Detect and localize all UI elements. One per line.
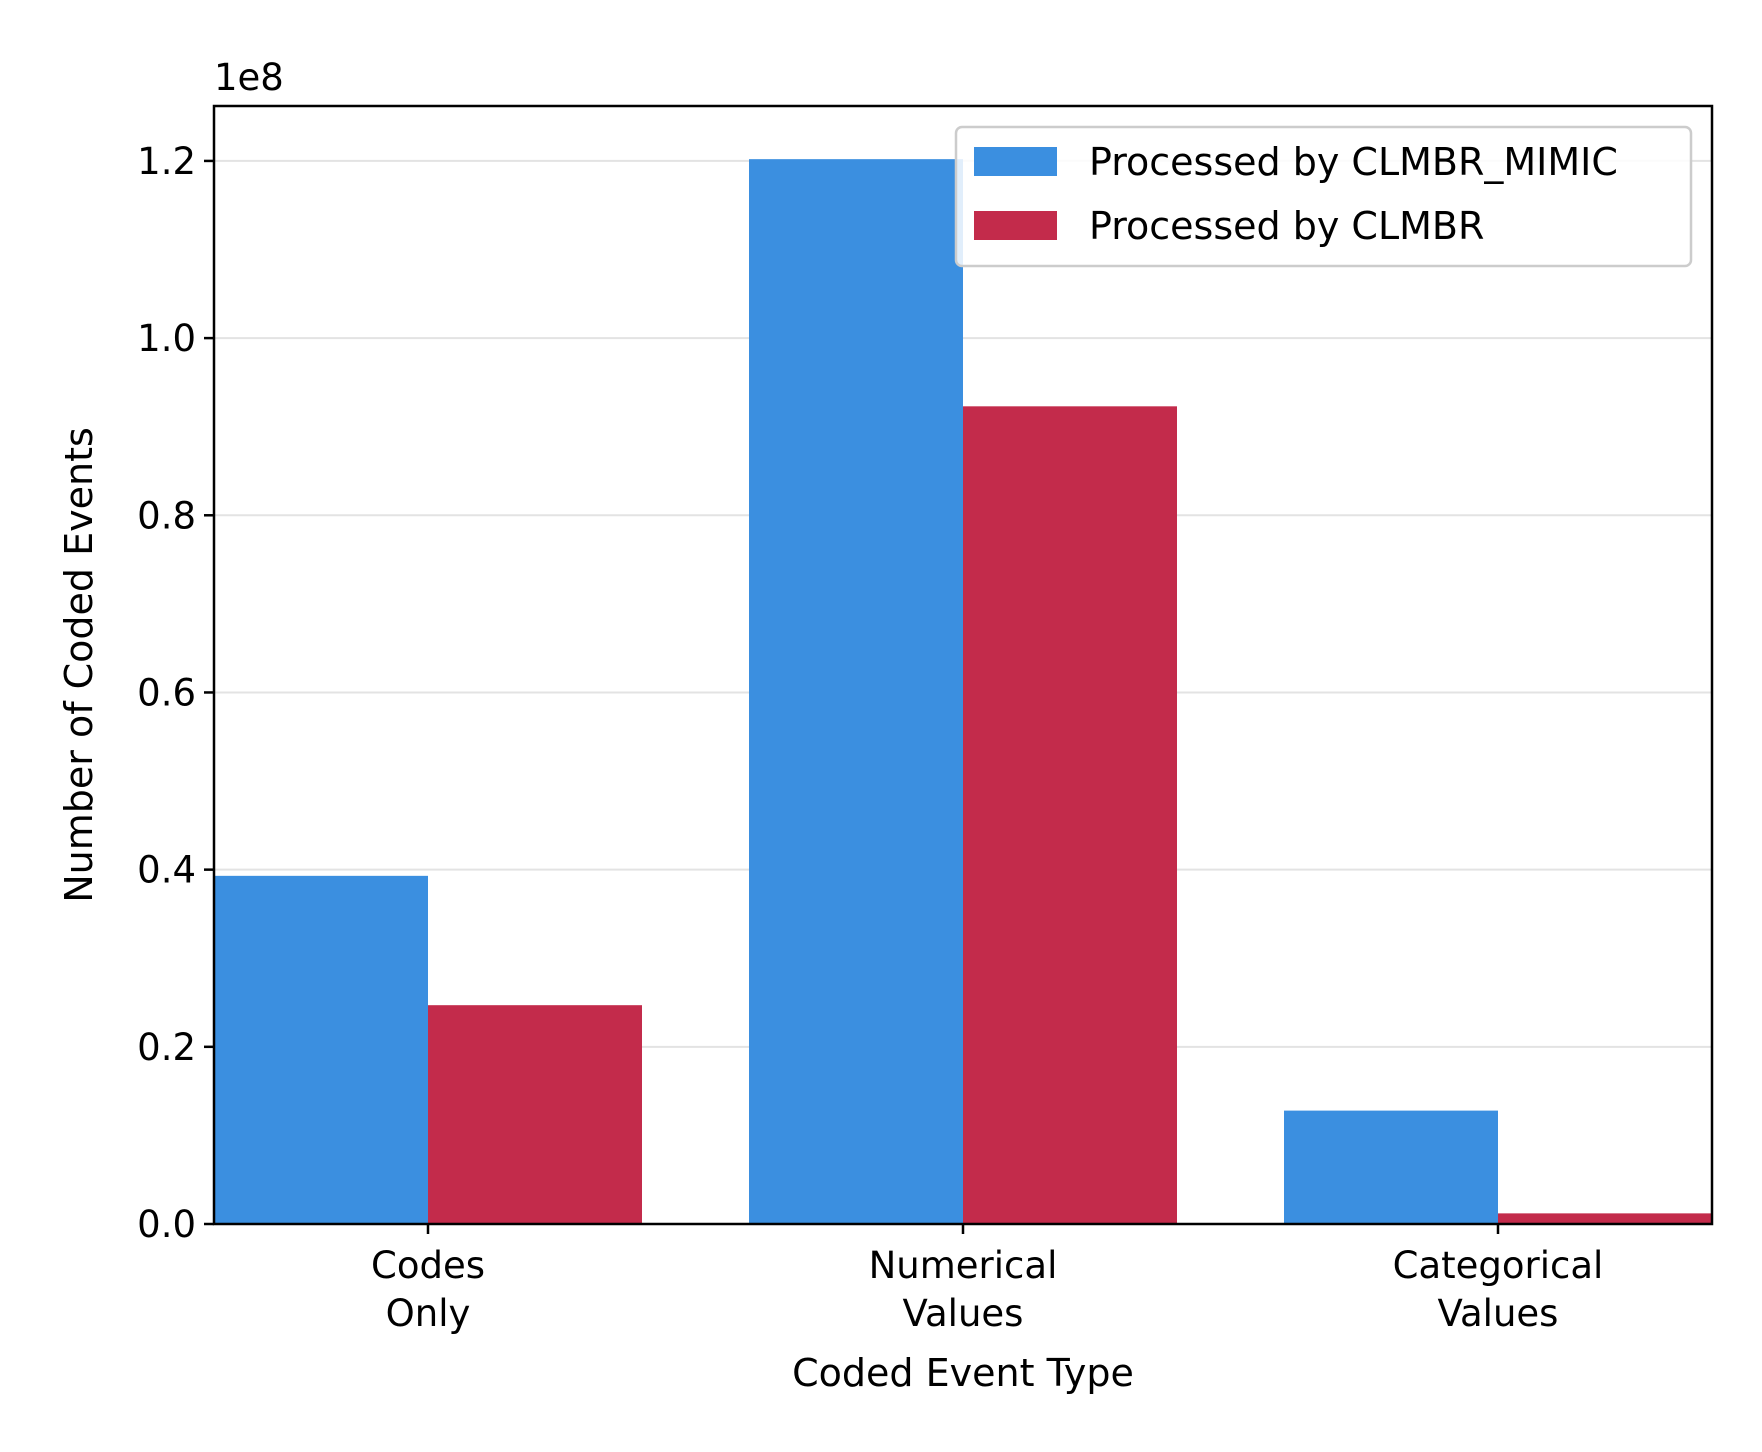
bar-series1 [749, 159, 963, 1225]
legend-swatch [974, 211, 1057, 240]
y-axis: 0.0 0.2 0.4 0.6 0.8 1.0 1.2 [137, 140, 214, 1246]
x-tick-label: Numerical Values [869, 1244, 1058, 1335]
legend-label: Processed by CLMBR [1089, 204, 1484, 248]
bar-series2 [1498, 1213, 1712, 1224]
y-tick-label: 1.0 [137, 317, 196, 360]
legend: Processed by CLMBR_MIMIC Processed by CLM… [954, 125, 1693, 268]
y-tick-label: 0.4 [137, 849, 196, 892]
y-axis-offset-text: 1e8 [214, 56, 284, 99]
y-tick-label: 0.8 [137, 494, 196, 537]
legend-box [954, 125, 1693, 268]
x-tick-label: Categorical Values [1393, 1244, 1604, 1335]
x-axis: Codes Only Numerical Values Categorical Value… [371, 1224, 1603, 1335]
x-tick-label: Codes Only [371, 1244, 485, 1335]
y-tick-label: 0.6 [137, 671, 196, 714]
y-tick-label: 0.2 [137, 1026, 196, 1069]
y-axis-label: Number of Coded Events [57, 427, 101, 903]
bar-series1 [214, 875, 428, 1224]
x-axis-label: Coded Event Type [792, 1351, 1134, 1395]
bar-series1 [1284, 1110, 1498, 1224]
legend-label: Processed by CLMBR_MIMIC [1089, 140, 1618, 184]
bars [214, 159, 1712, 1225]
bar-series2 [428, 1005, 642, 1224]
legend-swatch [974, 147, 1057, 176]
bar-series2 [963, 406, 1177, 1224]
y-tick-label: 0.0 [137, 1203, 196, 1246]
y-tick-label: 1.2 [137, 140, 196, 183]
